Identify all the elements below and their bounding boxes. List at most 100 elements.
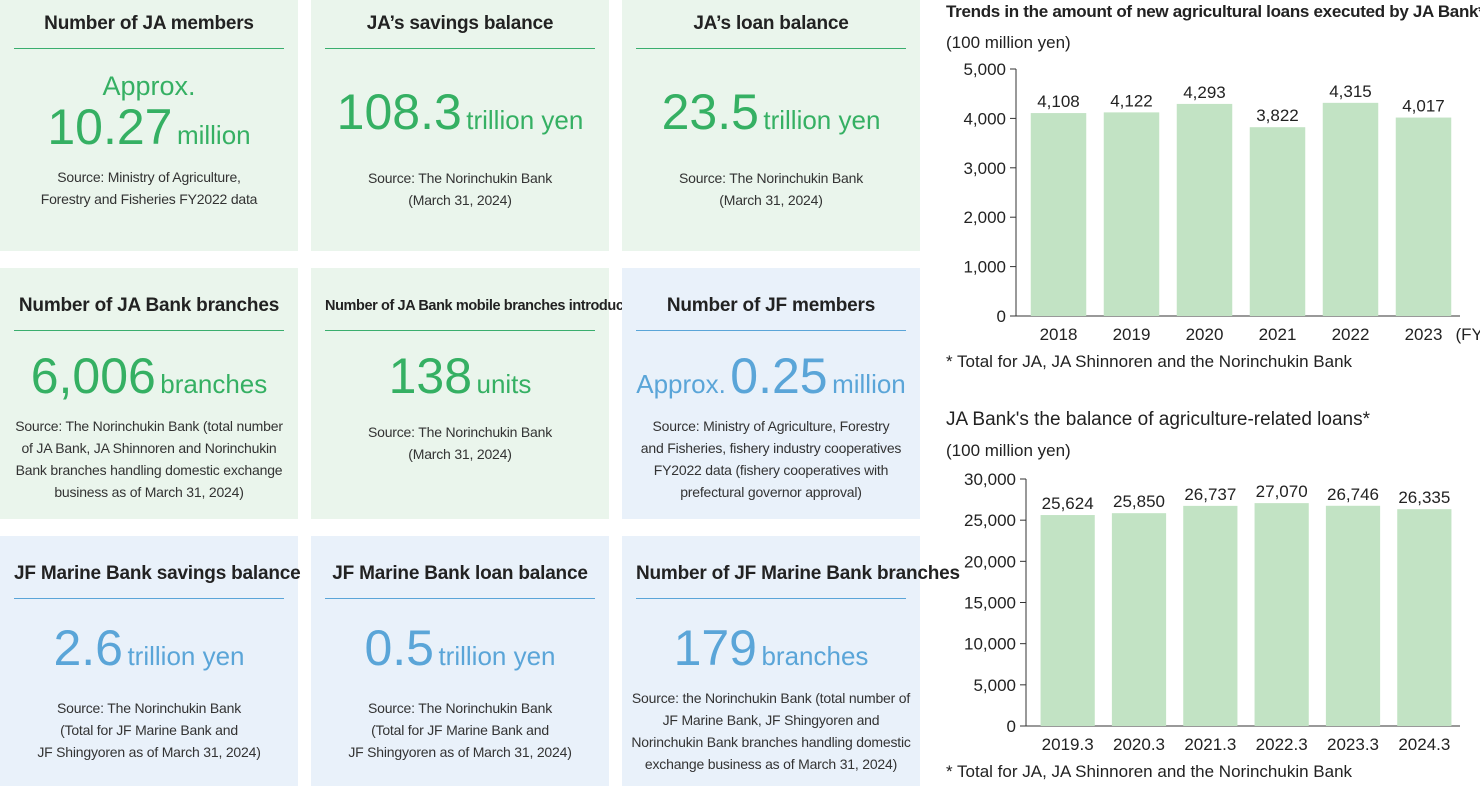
source-line: business as of March 31, 2024) — [54, 484, 244, 500]
x-tick-label: 2018 — [1040, 325, 1078, 344]
source-line: of JA Bank, JA Shinnoren and Norinchukin — [21, 440, 277, 456]
source-line: (March 31, 2024) — [408, 192, 512, 208]
chart1-bar-chart: 0 1,000 2,000 3,000 4,000 5,000 4,108 2018 4,122… — [963, 60, 1480, 344]
source-line: Source: The Norinchukin Bank — [56, 700, 242, 716]
x-tick-label: 2023 — [1405, 325, 1443, 344]
source-line: Bank branches handling domestic exchange — [15, 462, 283, 478]
card-source: Source: the Norinchukin Bank (total numb… — [622, 687, 920, 775]
bar-value-label: 3,822 — [1256, 106, 1299, 125]
x-tick-label: 2022 — [1332, 325, 1370, 344]
y-tick-label: 5,000 — [973, 676, 1016, 695]
chart2-footnote: * Total for JA, JA Shinnoren and the Nor… — [946, 762, 1353, 781]
card-value: 23.5 trillion yen — [622, 87, 920, 137]
source-line: JF Shingyoren as of March 31, 2024) — [37, 744, 261, 760]
card-title: Number of JF Marine Bank branches — [636, 550, 960, 599]
card-number: 179 — [673, 620, 757, 676]
card-title: Number of JA Bank branches — [14, 282, 284, 331]
card-value: Approx. 10.27 million — [0, 71, 298, 155]
card-ja-loans: JA’s loan balance 23.5 trillion yen Sour… — [622, 0, 920, 251]
card-ja-bank-branches: Number of JA Bank branches 6,006 branche… — [0, 268, 298, 519]
card-prefix: Approx. — [636, 369, 726, 399]
source-line: Norinchukin Bank branches handling domes… — [631, 734, 911, 750]
card-unit: units — [476, 369, 532, 399]
y-tick-label: 4,000 — [963, 109, 1006, 128]
source-line: Source: Ministry of Agriculture, Forestr… — [652, 418, 890, 434]
card-value: 179 branches — [622, 623, 920, 673]
x-tick-label: 2023.3 — [1327, 735, 1379, 754]
card-title: Number of JA Bank mobile branches introd… — [325, 282, 640, 331]
bar-value-label: 4,315 — [1329, 82, 1372, 101]
bar — [1249, 127, 1306, 316]
y-tick-label: 20,000 — [964, 552, 1016, 571]
source-line: Source: The Norinchukin Bank (total numb… — [15, 418, 283, 434]
x-tick-label: 2019.3 — [1042, 735, 1094, 754]
card-unit: trillion yen — [466, 105, 584, 135]
card-unit: trillion yen — [127, 641, 245, 671]
card-title: Number of JA members — [14, 0, 284, 49]
y-tick-label: 5,000 — [963, 60, 1006, 79]
bar — [1254, 503, 1309, 726]
chart2-unit-label: (100 million yen) — [946, 441, 1071, 460]
source-line: FY2022 data (fishery cooperatives with — [653, 462, 889, 478]
bar-value-label: 25,624 — [1042, 494, 1094, 513]
card-unit: branches — [160, 369, 268, 399]
y-tick-label: 30,000 — [964, 470, 1016, 489]
card-prefix: Approx. — [102, 71, 196, 101]
bar-value-label: 27,070 — [1256, 482, 1308, 501]
card-number: 108.3 — [336, 84, 462, 140]
card-number: 0.5 — [364, 620, 434, 676]
card-unit: million — [832, 369, 906, 399]
source-line: JF Marine Bank, JF Shingyoren and — [662, 712, 880, 728]
card-title: JF Marine Bank loan balance — [325, 550, 595, 599]
source-line: JF Shingyoren as of March 31, 2024) — [348, 744, 572, 760]
x-tick-label: 2019 — [1113, 325, 1151, 344]
card-jf-members: Number of JF members Approx. 0.25 millio… — [622, 268, 920, 519]
card-value: Approx. 0.25 million — [622, 351, 920, 401]
bar — [1395, 117, 1452, 316]
bar — [1325, 505, 1381, 726]
card-source: Source: The Norinchukin Bank (Total for … — [0, 697, 298, 763]
bar — [1176, 103, 1233, 316]
source-line: (Total for JF Marine Bank and — [60, 722, 238, 738]
source-line: Source: The Norinchukin Bank — [367, 700, 553, 716]
source-line: Source: The Norinchukin Bank — [367, 424, 553, 440]
chart2-title: JA Bank's the balance of agriculture-rel… — [946, 409, 1370, 430]
source-line: (Total for JF Marine Bank and — [371, 722, 549, 738]
bar — [1030, 113, 1087, 316]
card-title: JA’s savings balance — [325, 0, 595, 49]
card-source: Source: The Norinchukin Bank (March 31, … — [622, 167, 920, 211]
card-number: 10.27 — [47, 99, 173, 155]
card-ja-members: Number of JA members Approx. 10.27 milli… — [0, 0, 298, 251]
x-tick-label: 2021.3 — [1184, 735, 1236, 754]
chart1-unit-label: (100 million yen) — [946, 33, 1071, 52]
card-value: 138 units — [311, 351, 609, 401]
card-ja-mobile-branches: Number of JA Bank mobile branches introd… — [311, 268, 640, 519]
card-number: 6,006 — [30, 348, 156, 404]
x-tick-label: 2024.3 — [1398, 735, 1450, 754]
x-axis-suffix: (FY) — [1456, 325, 1480, 344]
bar — [1111, 513, 1167, 726]
bar-value-label: 4,293 — [1183, 83, 1226, 102]
bar-value-label: 4,017 — [1402, 97, 1445, 116]
card-number: 2.6 — [53, 620, 123, 676]
card-value: 6,006 branches — [0, 351, 298, 401]
bar — [1397, 509, 1452, 726]
chart1-title: Trends in the amount of new agricultural… — [946, 2, 1480, 21]
bar — [1322, 102, 1379, 316]
card-source: Source: The Norinchukin Bank (total numb… — [0, 415, 298, 503]
card-number: 138 — [388, 348, 473, 404]
card-jf-marine-loans: JF Marine Bank loan balance 0.5 trillion… — [311, 536, 609, 786]
y-tick-label: 0 — [1007, 717, 1016, 736]
source-line: Source: the Norinchukin Bank (total numb… — [631, 690, 911, 706]
card-number: 23.5 — [661, 84, 759, 140]
card-title: Number of JF members — [636, 282, 906, 331]
card-source: Source: The Norinchukin Bank (March 31, … — [311, 421, 609, 465]
y-tick-label: 25,000 — [964, 511, 1016, 530]
source-line: Forestry and Fisheries FY2022 data — [40, 191, 258, 207]
bar-value-label: 26,746 — [1327, 485, 1379, 504]
bar-value-label: 4,122 — [1110, 91, 1153, 110]
card-unit: branches — [761, 641, 869, 671]
source-line: Source: The Norinchukin Bank — [367, 170, 553, 186]
source-line: Source: Ministry of Agriculture, — [57, 169, 241, 185]
card-title: JF Marine Bank savings balance — [14, 550, 301, 599]
